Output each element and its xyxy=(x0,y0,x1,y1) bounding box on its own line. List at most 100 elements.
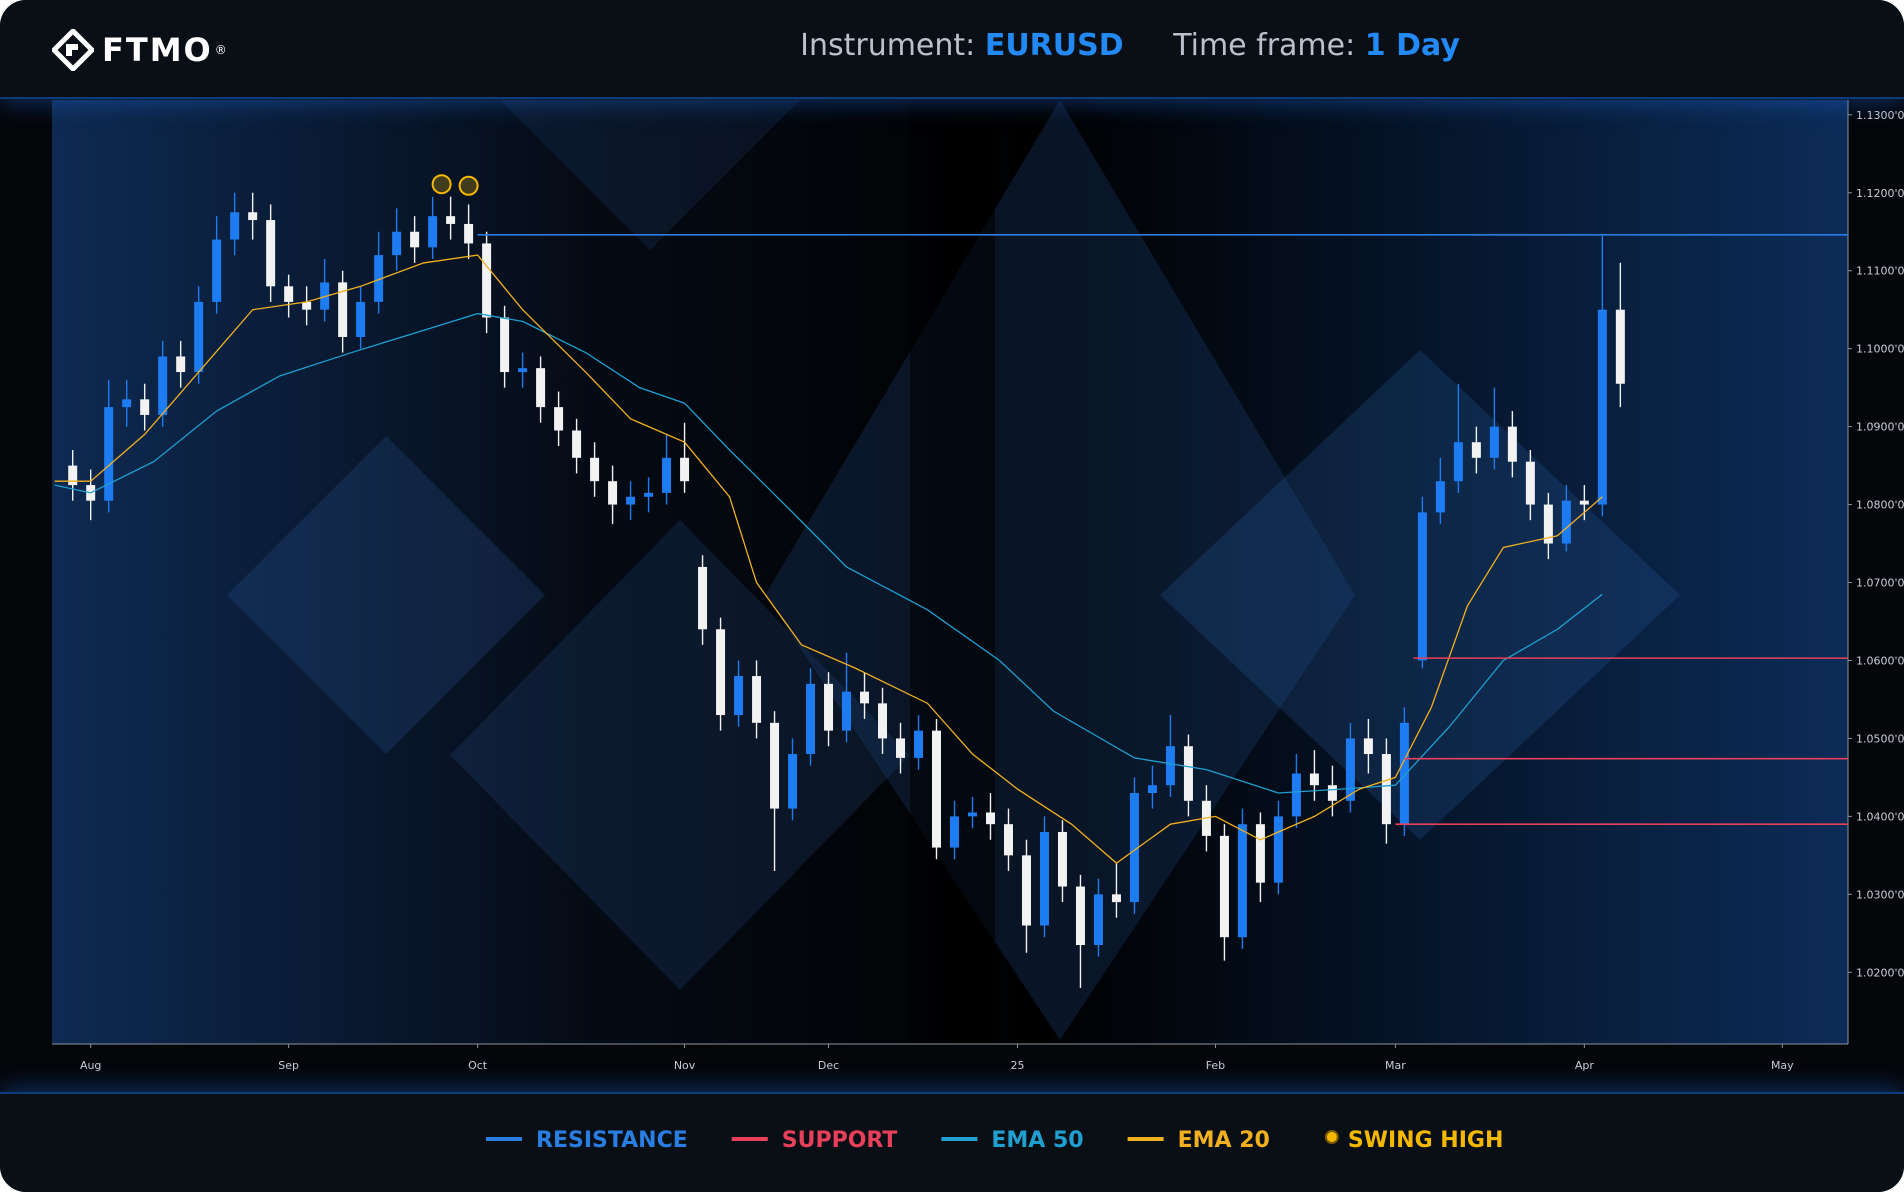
candle-body xyxy=(752,676,762,723)
candle-body xyxy=(1183,746,1193,801)
candle-body xyxy=(985,812,995,825)
candle-body xyxy=(824,683,834,731)
candle-body xyxy=(1021,855,1031,926)
x-tick-label: Nov xyxy=(674,1059,696,1072)
candle-body xyxy=(967,812,977,817)
candle-body xyxy=(680,457,690,482)
candle-body xyxy=(1543,504,1553,544)
candle-body xyxy=(1237,824,1247,938)
candle-body xyxy=(1489,426,1499,458)
candle-body xyxy=(914,730,924,758)
candle-body xyxy=(608,481,618,505)
legend-label: EMA 50 xyxy=(991,1128,1083,1153)
header: FTMO ® Instrument: EURUSD Time frame: 1 D… xyxy=(0,0,1904,99)
x-tick-label: May xyxy=(1771,1059,1794,1072)
instrument-label: Instrument: xyxy=(800,28,976,63)
candle-body xyxy=(806,683,816,755)
candle-body xyxy=(932,730,942,848)
candle-body xyxy=(842,691,852,731)
candle-body xyxy=(698,566,708,630)
y-tick-label: 1.1000'0 xyxy=(1856,343,1904,356)
candle-body xyxy=(1093,894,1103,946)
y-tick-label: 1.0400'0 xyxy=(1856,810,1904,823)
candle-body xyxy=(230,212,240,240)
candle-body xyxy=(878,703,888,739)
timeframe-label: Time frame: xyxy=(1173,28,1356,63)
axes: 1.0200'0 1.0300'0 1.0400'0 1.0500'0 1.0600'0… xyxy=(80,109,1904,1072)
candle-body xyxy=(860,691,870,704)
candle-body xyxy=(716,629,726,716)
candle-body xyxy=(266,220,276,287)
candle-body xyxy=(1471,442,1481,458)
candle-body xyxy=(338,282,348,337)
y-tick-label: 1.0200'0 xyxy=(1856,966,1904,979)
header-title: Instrument: EURUSD Time frame: 1 Day xyxy=(560,28,1700,63)
candle-body xyxy=(302,301,312,310)
diamond xyxy=(500,100,800,250)
candle-body xyxy=(788,754,798,809)
candle-body xyxy=(1219,835,1229,938)
legend-swatch xyxy=(1324,1130,1339,1144)
candle-body xyxy=(896,738,906,758)
candle-body xyxy=(1273,816,1283,883)
dark-band xyxy=(910,100,995,1044)
footer xyxy=(0,1092,1904,1192)
candle-body xyxy=(1147,785,1157,793)
candle-body xyxy=(554,407,564,431)
y-tick-label: 1.1200'0 xyxy=(1856,187,1904,200)
candle-body xyxy=(1453,442,1463,482)
x-tick-label: Mar xyxy=(1385,1059,1406,1072)
candle-body xyxy=(1111,894,1121,903)
candle-body xyxy=(1327,785,1337,801)
candle-body xyxy=(1345,738,1355,801)
x-tick-label: Dec xyxy=(818,1059,839,1072)
y-tick-label: 1.1100'0 xyxy=(1856,265,1904,278)
candle-body xyxy=(626,496,636,505)
candle-body xyxy=(104,407,114,501)
ema-line xyxy=(54,312,1603,794)
candle-body xyxy=(1255,824,1265,883)
y-tick-label: 1.0900'0 xyxy=(1856,421,1904,434)
logo-text: FTMO xyxy=(102,31,213,69)
candle-body xyxy=(1399,722,1409,825)
candle-body xyxy=(482,243,492,318)
x-tick-label: Oct xyxy=(468,1059,488,1072)
logo-mark: ® xyxy=(214,43,229,57)
x-tick-label: Sep xyxy=(278,1059,299,1072)
legend-label: RESISTANCE xyxy=(536,1128,688,1153)
candle-body xyxy=(1165,746,1175,786)
x-tick-label: 25 xyxy=(1010,1059,1024,1072)
candle-body xyxy=(212,239,222,302)
candle-body xyxy=(518,368,528,373)
x-tick-label: Feb xyxy=(1206,1059,1225,1072)
candle-body xyxy=(572,430,582,458)
candle-body xyxy=(68,465,78,486)
plot-marks xyxy=(54,174,1848,988)
legend-label: EMA 20 xyxy=(1178,1128,1270,1153)
timeframe: 1 Day xyxy=(1364,28,1460,63)
y-tick-label: 1.0500'0 xyxy=(1856,732,1904,745)
candle-body xyxy=(1561,500,1571,544)
candle-body xyxy=(1381,754,1391,825)
y-tick-label: 1.0700'0 xyxy=(1856,577,1904,590)
diamond xyxy=(227,436,545,754)
legend-label: SUPPORT xyxy=(782,1128,898,1153)
candle-body xyxy=(1435,481,1445,513)
candle-body xyxy=(1291,773,1301,817)
candle-body xyxy=(410,231,420,248)
y-tick-label: 1.1300'0 xyxy=(1856,109,1904,122)
candle-body xyxy=(1057,831,1067,887)
y-tick-label: 1.0300'0 xyxy=(1856,888,1904,901)
candle-body xyxy=(644,492,654,497)
legend-bar: RESISTANCE SUPPORT EMA 50 EMA 20 SWING HIGH xyxy=(486,1128,1503,1153)
candle-body xyxy=(1525,461,1535,505)
candle-body xyxy=(500,317,510,373)
ema-line xyxy=(54,254,1603,864)
candle-body xyxy=(158,356,168,415)
candle-body xyxy=(194,301,204,373)
candle-body xyxy=(950,816,959,848)
candle-body xyxy=(122,399,132,408)
